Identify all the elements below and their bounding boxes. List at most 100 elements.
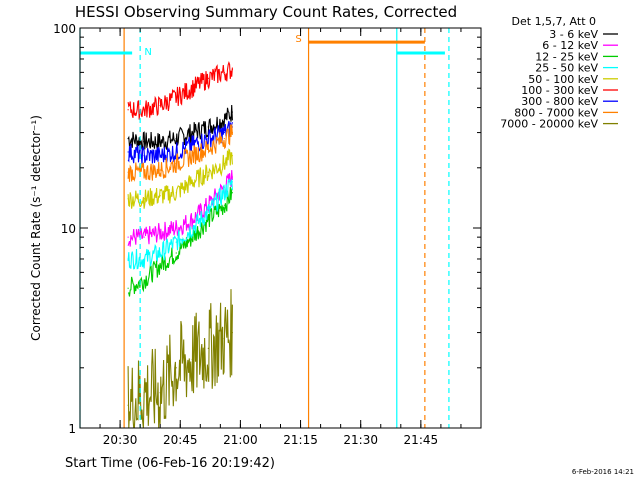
series-5-point-1 — [143, 109, 145, 111]
series-3-point-0 — [127, 258, 129, 260]
flag-S-label: S — [295, 34, 301, 45]
series-3-point-1 — [143, 258, 145, 260]
series-4-point-2 — [159, 195, 161, 197]
series-line-0 — [127, 104, 233, 151]
x-tick-label-5: 21:45 — [404, 433, 439, 447]
legend-label-5: 100 - 300 keV — [521, 84, 598, 97]
y-tick-label-2: 100 — [53, 22, 76, 36]
series-6-point-5 — [207, 137, 209, 140]
x-tick-label-4: 21:30 — [343, 433, 378, 447]
x-tick-label-2: 21:00 — [223, 433, 258, 447]
series-8-point-5 — [207, 347, 209, 350]
series-3-point-3 — [175, 241, 177, 243]
series-line-1 — [127, 170, 233, 247]
series-0-point-4 — [191, 131, 193, 134]
series-3-point-6 — [223, 192, 225, 194]
series-3-point-5 — [207, 211, 209, 213]
x-tick-label-0: 20:30 — [103, 433, 138, 447]
series-0-point-5 — [207, 126, 209, 128]
series-line-6 — [127, 120, 233, 165]
series-6-point-4 — [191, 144, 193, 146]
legend-label-4: 50 - 100 keV — [528, 73, 598, 86]
series-7-point-6 — [223, 137, 225, 140]
legend-label-6: 300 - 800 keV — [521, 95, 598, 108]
series-4-point-3 — [175, 192, 177, 194]
series-0-point-2 — [159, 141, 161, 143]
series-2-point-0 — [127, 287, 129, 289]
series-3-point-4 — [191, 227, 193, 229]
legend-label-0: 3 - 6 keV — [549, 28, 598, 41]
series-line-3 — [127, 178, 233, 270]
series-8-point-2 — [159, 392, 161, 394]
series-5-point-7 — [231, 68, 233, 71]
series-2-point-3 — [175, 252, 177, 254]
series-line-5 — [127, 60, 233, 120]
series-6-point-3 — [175, 151, 177, 153]
series-4-point-7 — [231, 155, 233, 157]
series-7-point-0 — [127, 171, 129, 173]
legend-label-8: 7000 - 20000 keV — [500, 118, 598, 131]
series-6-point-2 — [159, 155, 161, 157]
series-5-point-5 — [207, 77, 209, 79]
series-line-8 — [127, 289, 233, 429]
series-layer — [127, 60, 233, 429]
series-6-point-0 — [127, 151, 129, 153]
series-2-point-6 — [223, 204, 225, 206]
series-7-point-3 — [175, 162, 177, 165]
x-tick-label-3: 21:15 — [283, 433, 318, 447]
series-4-point-5 — [207, 171, 209, 173]
legend-label-7: 800 - 7000 keV — [514, 106, 598, 119]
series-1-point-3 — [175, 227, 177, 229]
series-5-point-4 — [191, 87, 193, 89]
series-4-point-4 — [191, 181, 193, 183]
legend-header: Det 1,5,7, Att 0 — [512, 15, 596, 28]
series-0-point-3 — [175, 137, 177, 140]
y-tick-label-0: 1 — [68, 422, 76, 436]
series-8-point-4 — [191, 358, 193, 361]
series-8-point-0 — [127, 404, 129, 406]
x-tick-label-1: 20:45 — [163, 433, 198, 447]
series-1-point-4 — [191, 219, 193, 221]
legend-label-2: 12 - 25 keV — [535, 50, 598, 63]
series-7-point-1 — [143, 171, 145, 173]
series-4-point-6 — [223, 162, 225, 165]
legend-label-1: 6 - 12 keV — [542, 39, 598, 52]
flag-N-label: N — [144, 47, 151, 58]
series-8-point-6 — [223, 337, 225, 340]
series-5-point-3 — [175, 96, 177, 98]
series-5-point-0 — [127, 109, 129, 111]
chart-title: HESSI Observing Summary Count Rates, Cor… — [75, 3, 457, 21]
series-2-point-2 — [159, 264, 161, 267]
y-axis-label: Corrected Count Rate (s⁻¹ detector⁻¹) — [29, 115, 43, 341]
series-7-point-5 — [207, 147, 209, 150]
series-5-point-6 — [223, 71, 225, 73]
series-3-point-2 — [159, 252, 161, 254]
series-6-point-1 — [143, 155, 145, 157]
series-4-point-0 — [127, 198, 129, 200]
series-2-point-1 — [143, 279, 145, 281]
series-8-point-1 — [143, 392, 145, 394]
series-8-point-7 — [231, 331, 233, 334]
series-0-point-1 — [143, 141, 145, 143]
series-1-point-2 — [159, 231, 161, 234]
axis-layer: 20:30 20:45 21:00 21:15 21:30 21:45 1 10 100 — [53, 22, 482, 447]
series-4-point-1 — [143, 198, 145, 200]
x-axis-label: Start Time (06-Feb-16 20:19:42) — [65, 456, 275, 471]
y-tick-label-1: 10 — [61, 222, 76, 236]
series-0-point-0 — [127, 137, 129, 140]
series-2-point-7 — [231, 192, 233, 194]
series-0-point-6 — [223, 118, 225, 120]
series-7-point-7 — [231, 131, 233, 134]
series-1-point-0 — [127, 236, 129, 238]
series-7-point-4 — [191, 155, 193, 157]
series-3-point-7 — [231, 181, 233, 183]
series-8-point-3 — [175, 367, 177, 369]
series-line-4 — [127, 148, 233, 209]
series-0-point-7 — [231, 111, 233, 113]
series-1-point-7 — [231, 176, 233, 178]
series-6-point-6 — [223, 131, 225, 134]
generated-timestamp: 6-Feb-2016 14:21 — [571, 468, 634, 476]
